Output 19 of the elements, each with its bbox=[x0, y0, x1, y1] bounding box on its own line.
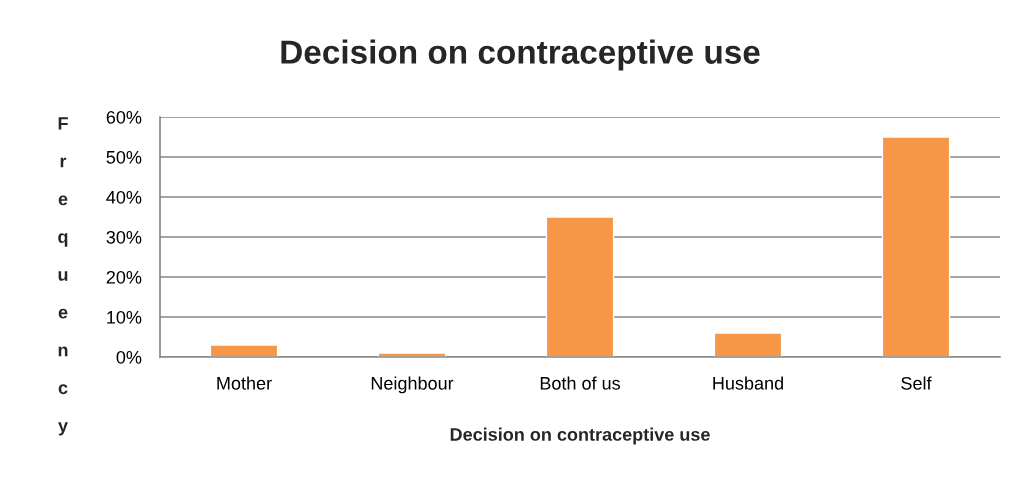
bar bbox=[881, 136, 951, 357]
x-tick-label: Self bbox=[901, 376, 932, 390]
x-axis-title: Decision on contraceptive use bbox=[450, 427, 710, 445]
y-tick-label: 50% bbox=[106, 150, 142, 164]
y-tick-label: 0% bbox=[116, 350, 142, 364]
chart-title: Decision on contraceptive use bbox=[281, 39, 760, 71]
text: Frequency bbox=[58, 117, 68, 436]
bar bbox=[209, 344, 279, 357]
x-tick-label: Both of us bbox=[540, 376, 620, 390]
y-tick-label: 40% bbox=[106, 190, 142, 204]
y-tick-label: 60% bbox=[106, 110, 142, 124]
y-tick-label: 20% bbox=[106, 270, 142, 284]
y-tick-label: 10% bbox=[107, 310, 142, 324]
bar bbox=[545, 216, 615, 357]
x-tick-label: Mother bbox=[217, 376, 272, 390]
x-tick-label: Neighbour bbox=[371, 376, 454, 394]
bar bbox=[713, 332, 783, 357]
x-tick-label: Husband bbox=[713, 376, 783, 390]
y-tick-label: 30% bbox=[106, 230, 142, 244]
